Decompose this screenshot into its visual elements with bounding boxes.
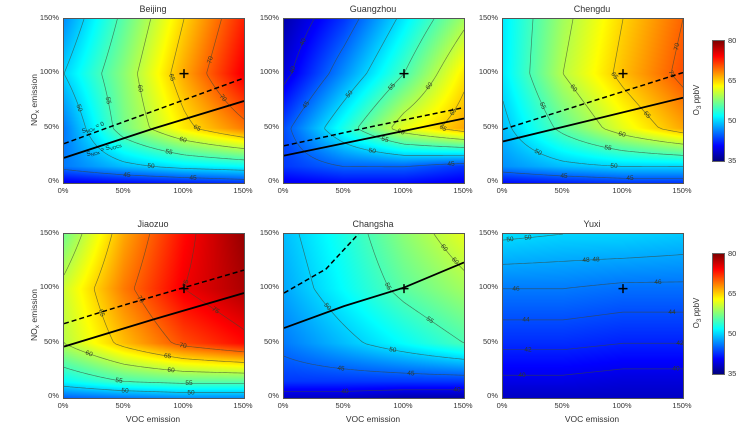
contour-plot-changsha [283, 233, 465, 399]
y-tick: 150% [478, 228, 498, 237]
x-tick: 150% [672, 186, 692, 195]
y-axis-label: NOx emission [29, 289, 41, 341]
contour-plot-jiaozuo [63, 233, 245, 399]
colorbar-tick: 35 [728, 369, 737, 378]
colorbar-label: O3 ppbV [692, 297, 703, 329]
x-tick: 0% [57, 401, 69, 410]
y-tick: 50% [263, 122, 279, 131]
x-axis-label: VOC emission [564, 414, 620, 424]
colorbar-tick: 50 [728, 116, 737, 125]
colorbar-gradient [712, 40, 725, 162]
y-tick: 50% [43, 122, 59, 131]
y-tick: 0% [48, 176, 59, 185]
y-tick: 100% [39, 67, 59, 76]
colorbar-tick: 65 [728, 289, 737, 298]
y-tick: 0% [48, 391, 59, 400]
y-tick: 150% [259, 228, 279, 237]
y-tick: 150% [259, 13, 279, 22]
y-tick: 100% [259, 282, 279, 291]
x-tick: 50% [554, 401, 570, 410]
contour-plot-chengdu [502, 18, 684, 184]
colorbar-row2: 80 65 50 35 O3 ppbV [692, 249, 753, 378]
y-tick: 150% [39, 13, 59, 22]
panel-title: Beijing [139, 4, 167, 14]
contour-plot-guangzhou [283, 18, 465, 184]
x-tick: 50% [335, 186, 351, 195]
x-axis-label: VOC emission [125, 414, 181, 424]
panel-beijing: Beijing NOx emission 150% 100% 50% 0% 0%… [29, 4, 253, 195]
y-tick: 150% [39, 228, 59, 237]
x-tick: 100% [173, 401, 193, 410]
panel-title: Jiaozuo [137, 219, 169, 229]
y-tick: 100% [478, 282, 498, 291]
x-tick: 0% [57, 186, 69, 195]
x-tick: 100% [173, 186, 193, 195]
x-tick: 100% [612, 186, 632, 195]
panel-jiaozuo: Jiaozuo NOx emission 150% 100% 50% 0% 0%… [29, 219, 253, 424]
y-tick: 50% [43, 337, 59, 346]
panel-chengdu: Chengdu 150% 100% 50% 0% 0% 50% 100% 150… [479, 4, 692, 195]
y-tick: 50% [482, 122, 498, 131]
x-tick: 150% [233, 401, 253, 410]
y-axis-label: NOx emission [29, 74, 41, 126]
y-tick: 0% [268, 391, 279, 400]
y-tick: 50% [482, 337, 498, 346]
colorbar-tick: 80 [728, 36, 737, 45]
x-axis-label: VOC emission [345, 414, 401, 424]
colorbar-row1: 80 65 50 35 O3 ppbV [692, 36, 753, 165]
panel-guangzhou: Guangzhou 150% 100% 50% 0% 0% 50% 100% 1… [260, 4, 473, 195]
contour-plot-yuxi [502, 233, 684, 399]
y-tick: 100% [478, 67, 498, 76]
colorbar-gradient [712, 253, 725, 375]
colorbar-label: O3 ppbV [692, 84, 703, 116]
x-tick: 50% [115, 401, 131, 410]
x-tick: 100% [393, 401, 413, 410]
x-tick: 150% [672, 401, 692, 410]
y-tick: 100% [39, 282, 59, 291]
x-tick: 100% [393, 186, 413, 195]
x-tick: 0% [496, 186, 508, 195]
y-tick: 100% [259, 67, 279, 76]
colorbar-tick: 50 [728, 329, 737, 338]
panel-title: Guangzhou [349, 4, 397, 14]
panel-changsha: Changsha 150% 100% 50% 0% 0% 50% 100% 15… [260, 219, 473, 424]
y-tick: 0% [487, 391, 498, 400]
x-tick: 50% [335, 401, 351, 410]
y-tick: 0% [487, 176, 498, 185]
x-tick: 0% [496, 401, 508, 410]
colorbar-tick: 80 [728, 249, 737, 258]
x-tick: 150% [453, 401, 473, 410]
x-tick: 50% [554, 186, 570, 195]
panel-title: Chengdu [573, 4, 611, 14]
x-tick: 50% [115, 186, 131, 195]
x-tick: 150% [233, 186, 253, 195]
panel-title: Changsha [352, 219, 394, 229]
y-tick: 150% [478, 13, 498, 22]
contour-plot-beijing [63, 18, 245, 184]
panel-title: Yuxi [583, 219, 601, 229]
colorbar-tick: 65 [728, 76, 737, 85]
x-tick: 100% [612, 401, 632, 410]
panel-yuxi: Yuxi 150% 100% 50% 0% 0% 50% 100% 150% V… [479, 219, 692, 424]
y-tick: 0% [268, 176, 279, 185]
y-tick: 50% [263, 337, 279, 346]
x-tick: 0% [277, 186, 289, 195]
colorbar-tick: 35 [728, 156, 737, 165]
x-tick: 0% [277, 401, 289, 410]
x-tick: 150% [453, 186, 473, 195]
